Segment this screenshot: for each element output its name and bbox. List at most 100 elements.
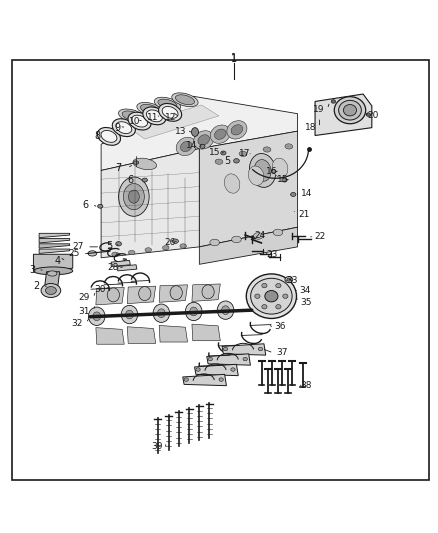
Polygon shape xyxy=(183,374,226,386)
Polygon shape xyxy=(199,131,297,247)
Polygon shape xyxy=(159,285,187,302)
Ellipse shape xyxy=(263,147,271,152)
Text: 32: 32 xyxy=(71,319,83,328)
Ellipse shape xyxy=(123,258,126,260)
Polygon shape xyxy=(194,364,238,376)
Ellipse shape xyxy=(184,378,188,381)
Text: 15: 15 xyxy=(209,148,220,157)
Text: 15: 15 xyxy=(276,175,288,184)
Polygon shape xyxy=(207,354,251,365)
Text: 16: 16 xyxy=(265,167,277,176)
Text: 31: 31 xyxy=(79,306,90,316)
Ellipse shape xyxy=(210,239,219,246)
Ellipse shape xyxy=(246,274,297,318)
Text: 18: 18 xyxy=(305,123,316,132)
Ellipse shape xyxy=(210,125,230,143)
Polygon shape xyxy=(111,261,131,266)
Ellipse shape xyxy=(285,277,293,282)
Ellipse shape xyxy=(248,166,264,185)
Polygon shape xyxy=(192,284,220,302)
Ellipse shape xyxy=(157,309,165,318)
Text: 14: 14 xyxy=(186,141,198,150)
Ellipse shape xyxy=(221,151,226,155)
Ellipse shape xyxy=(159,103,182,122)
Ellipse shape xyxy=(88,251,97,256)
Text: 2: 2 xyxy=(33,281,39,291)
Polygon shape xyxy=(96,287,124,305)
Polygon shape xyxy=(33,254,73,271)
Text: 8: 8 xyxy=(95,131,101,141)
Ellipse shape xyxy=(222,306,230,314)
Text: 33: 33 xyxy=(286,276,298,285)
Ellipse shape xyxy=(112,252,118,256)
Ellipse shape xyxy=(366,113,371,116)
Ellipse shape xyxy=(198,135,209,145)
Text: 23: 23 xyxy=(267,250,278,259)
Ellipse shape xyxy=(119,177,149,216)
Polygon shape xyxy=(127,286,155,304)
Polygon shape xyxy=(101,96,297,171)
Text: 22: 22 xyxy=(314,232,326,241)
Ellipse shape xyxy=(131,115,148,127)
Ellipse shape xyxy=(231,125,243,135)
Text: 38: 38 xyxy=(300,381,312,390)
Polygon shape xyxy=(192,324,220,341)
Ellipse shape xyxy=(46,287,57,294)
Ellipse shape xyxy=(262,284,267,288)
Text: 30: 30 xyxy=(95,285,106,294)
Text: 21: 21 xyxy=(298,209,310,219)
Ellipse shape xyxy=(254,233,263,239)
Ellipse shape xyxy=(271,169,276,173)
Ellipse shape xyxy=(219,378,223,381)
Ellipse shape xyxy=(41,284,61,297)
Text: 17: 17 xyxy=(239,149,250,158)
Ellipse shape xyxy=(162,107,178,118)
Ellipse shape xyxy=(133,158,157,169)
Text: 39: 39 xyxy=(151,442,163,451)
Ellipse shape xyxy=(116,122,132,134)
Text: 6: 6 xyxy=(128,175,134,185)
Ellipse shape xyxy=(215,129,226,139)
Polygon shape xyxy=(222,344,266,355)
Ellipse shape xyxy=(122,111,141,121)
Ellipse shape xyxy=(231,368,235,372)
Ellipse shape xyxy=(283,294,288,298)
Ellipse shape xyxy=(153,304,170,322)
Ellipse shape xyxy=(139,287,151,301)
Text: 37: 37 xyxy=(276,349,288,358)
Ellipse shape xyxy=(117,253,119,255)
Ellipse shape xyxy=(162,246,169,250)
Ellipse shape xyxy=(109,247,111,249)
Ellipse shape xyxy=(273,229,283,236)
Polygon shape xyxy=(39,244,70,248)
Text: 1: 1 xyxy=(231,53,237,63)
Ellipse shape xyxy=(172,93,198,107)
Text: 35: 35 xyxy=(300,298,312,307)
Polygon shape xyxy=(39,249,70,253)
Ellipse shape xyxy=(128,190,139,203)
Ellipse shape xyxy=(128,112,151,130)
Polygon shape xyxy=(118,265,137,271)
Ellipse shape xyxy=(124,183,145,210)
Ellipse shape xyxy=(224,174,240,193)
Ellipse shape xyxy=(262,304,267,309)
Ellipse shape xyxy=(217,301,234,319)
Ellipse shape xyxy=(176,137,196,156)
Ellipse shape xyxy=(255,294,260,298)
Ellipse shape xyxy=(97,127,120,146)
Text: 5: 5 xyxy=(225,156,231,166)
Ellipse shape xyxy=(191,128,198,136)
Text: 36: 36 xyxy=(274,322,286,331)
Ellipse shape xyxy=(121,305,138,324)
Polygon shape xyxy=(39,233,70,238)
Ellipse shape xyxy=(239,151,247,157)
Ellipse shape xyxy=(194,131,214,149)
Ellipse shape xyxy=(88,307,105,326)
Text: 20: 20 xyxy=(367,111,378,120)
Ellipse shape xyxy=(232,236,241,243)
Ellipse shape xyxy=(107,288,120,302)
Text: 13: 13 xyxy=(175,127,186,136)
Text: 12: 12 xyxy=(165,112,177,122)
Ellipse shape xyxy=(190,307,198,316)
Polygon shape xyxy=(101,149,199,258)
